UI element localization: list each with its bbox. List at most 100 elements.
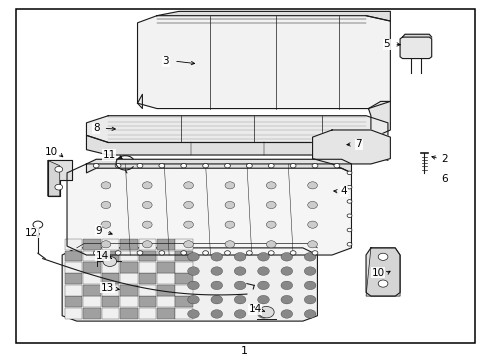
Polygon shape <box>312 130 389 164</box>
Circle shape <box>246 251 252 255</box>
Circle shape <box>183 221 193 228</box>
Text: 6: 6 <box>441 174 447 184</box>
Circle shape <box>281 267 292 275</box>
Bar <box>64 296 82 307</box>
Text: 9: 9 <box>95 226 102 236</box>
Bar <box>175 285 193 296</box>
Circle shape <box>115 163 121 168</box>
Circle shape <box>304 267 315 275</box>
Circle shape <box>33 221 42 228</box>
Circle shape <box>234 281 245 290</box>
Bar <box>175 308 193 319</box>
Bar <box>157 239 174 250</box>
Circle shape <box>257 281 269 290</box>
Circle shape <box>142 241 152 248</box>
Polygon shape <box>67 164 351 255</box>
Circle shape <box>183 241 193 248</box>
Bar <box>102 285 119 296</box>
Text: 2: 2 <box>441 154 447 163</box>
Circle shape <box>210 281 222 290</box>
Bar <box>83 308 101 319</box>
Bar <box>157 308 174 319</box>
Text: 10: 10 <box>371 268 384 278</box>
Circle shape <box>281 252 292 261</box>
Text: 8: 8 <box>93 123 100 133</box>
Polygon shape <box>62 248 317 321</box>
Circle shape <box>289 251 295 255</box>
Circle shape <box>246 163 252 168</box>
Polygon shape <box>86 159 351 173</box>
Bar <box>138 308 156 319</box>
Bar <box>157 251 174 261</box>
Circle shape <box>210 252 222 261</box>
Circle shape <box>224 251 230 255</box>
Circle shape <box>187 310 199 318</box>
Bar <box>175 239 193 250</box>
Text: 7: 7 <box>355 139 361 149</box>
Polygon shape <box>86 116 387 143</box>
Bar <box>102 308 119 319</box>
Circle shape <box>307 202 317 208</box>
Bar <box>83 251 101 261</box>
Circle shape <box>101 182 111 189</box>
Circle shape <box>181 163 186 168</box>
Circle shape <box>304 310 315 318</box>
Bar <box>120 296 137 307</box>
Bar <box>64 262 82 273</box>
Circle shape <box>257 252 269 261</box>
Polygon shape <box>366 248 399 296</box>
Polygon shape <box>157 12 389 21</box>
Circle shape <box>115 251 121 255</box>
Bar <box>175 274 193 284</box>
Circle shape <box>187 281 199 290</box>
Bar <box>102 251 119 261</box>
Circle shape <box>307 182 317 189</box>
Text: ': ' <box>252 306 254 315</box>
Circle shape <box>281 296 292 304</box>
Circle shape <box>181 251 186 255</box>
Bar <box>83 285 101 296</box>
Circle shape <box>257 267 269 275</box>
Circle shape <box>224 241 234 248</box>
Circle shape <box>257 310 269 318</box>
Circle shape <box>224 221 234 228</box>
Bar <box>138 285 156 296</box>
Circle shape <box>159 251 164 255</box>
Bar <box>64 239 82 250</box>
Circle shape <box>101 221 111 228</box>
Circle shape <box>142 221 152 228</box>
Circle shape <box>346 243 351 246</box>
Polygon shape <box>86 135 387 160</box>
Circle shape <box>103 256 116 266</box>
Text: 1: 1 <box>241 346 247 356</box>
Circle shape <box>268 251 274 255</box>
Bar <box>120 285 137 296</box>
Bar <box>157 285 174 296</box>
Circle shape <box>210 296 222 304</box>
Circle shape <box>202 163 208 168</box>
Circle shape <box>346 185 351 189</box>
Text: 14: 14 <box>248 304 261 314</box>
Bar <box>83 262 101 273</box>
Bar <box>64 274 82 284</box>
Circle shape <box>268 163 274 168</box>
Circle shape <box>93 163 99 168</box>
Circle shape <box>137 251 142 255</box>
Circle shape <box>234 267 245 275</box>
Bar <box>102 296 119 307</box>
Polygon shape <box>47 160 60 196</box>
Circle shape <box>281 281 292 290</box>
Bar <box>83 239 101 250</box>
Circle shape <box>281 310 292 318</box>
Circle shape <box>289 163 295 168</box>
Circle shape <box>183 182 193 189</box>
Polygon shape <box>366 248 399 296</box>
Text: 10: 10 <box>44 147 58 157</box>
Circle shape <box>346 228 351 232</box>
Bar <box>64 285 82 296</box>
Circle shape <box>224 202 234 208</box>
Bar <box>102 274 119 284</box>
Bar <box>157 296 174 307</box>
Circle shape <box>234 296 245 304</box>
Bar <box>120 262 137 273</box>
